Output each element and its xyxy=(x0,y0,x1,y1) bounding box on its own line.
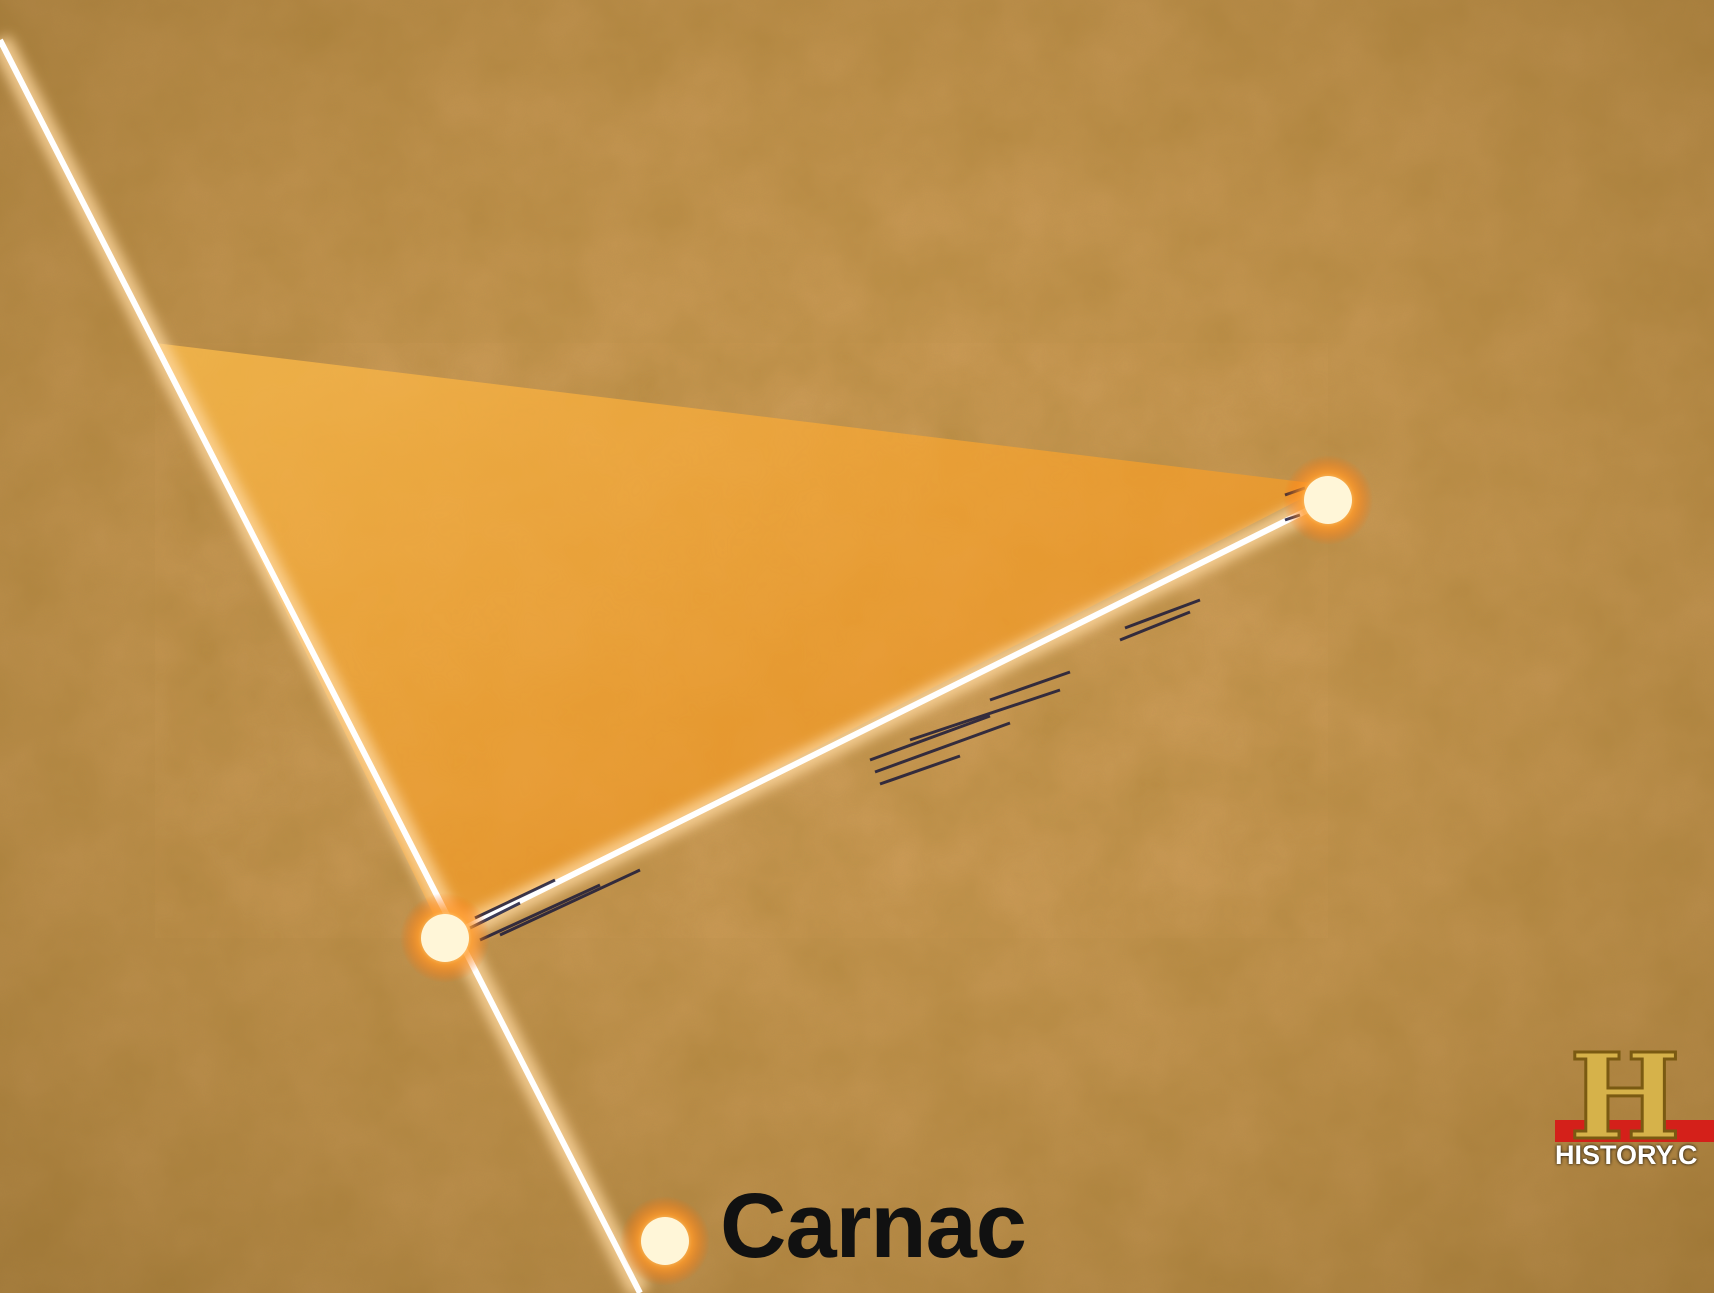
beam-short xyxy=(440,490,1333,948)
history-url-text: HISTORY.C xyxy=(1555,1140,1698,1170)
place-label-carnac: Carnac xyxy=(720,1175,1027,1277)
history-logo: H xyxy=(1555,1040,1714,1168)
triangle-shade xyxy=(155,343,1328,938)
history-logo-letter: H xyxy=(1569,1040,1681,1166)
beam-long xyxy=(0,34,650,1293)
map-scribbles xyxy=(469,486,1306,942)
node-carnac xyxy=(620,1196,710,1286)
node-east xyxy=(1283,455,1373,545)
node-west xyxy=(400,893,490,983)
